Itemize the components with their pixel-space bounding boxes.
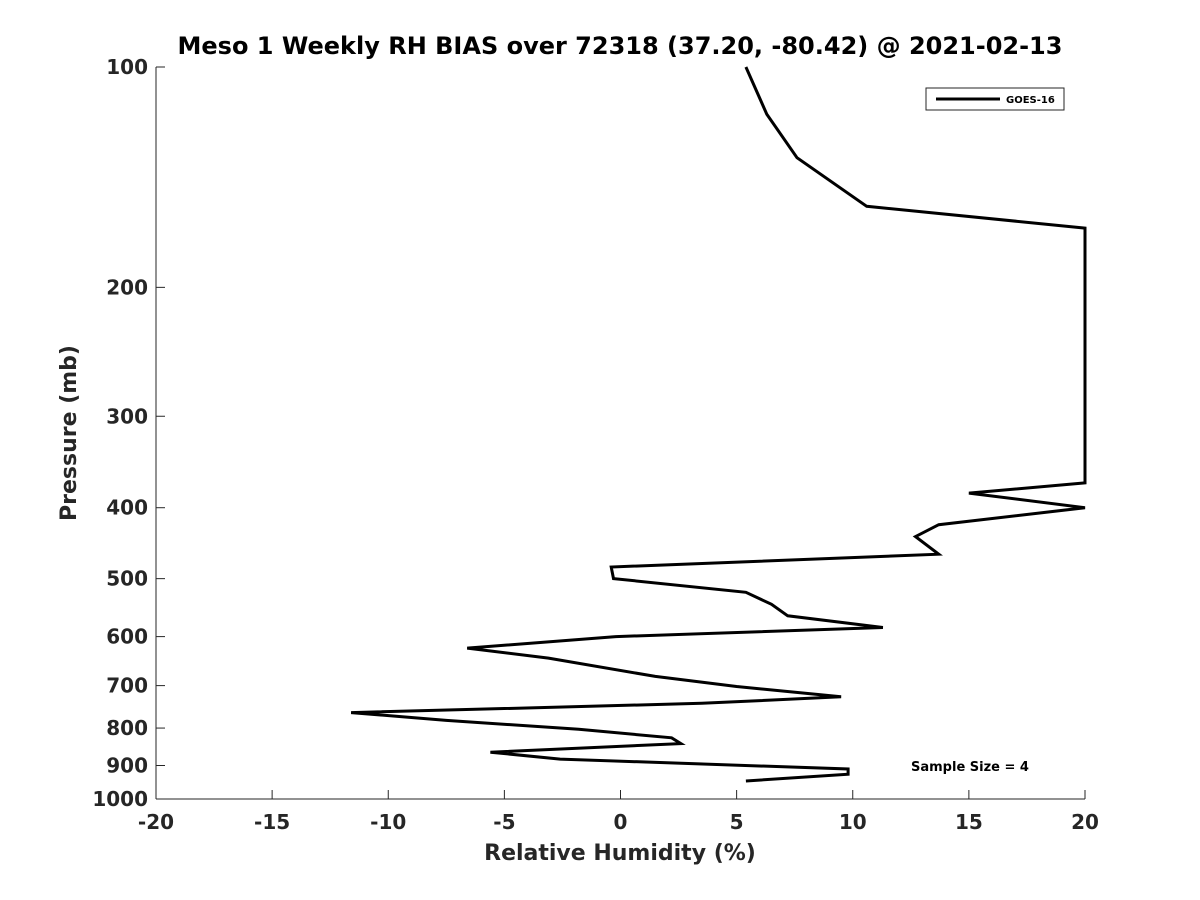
chart-title: Meso 1 Weekly RH BIAS over 72318 (37.20,…: [178, 32, 1063, 60]
y-tick-label: 800: [106, 716, 148, 740]
legend-label-goes-16: GOES-16: [1006, 95, 1055, 106]
y-tick-label: 700: [106, 674, 148, 698]
y-tick-label: 500: [106, 567, 148, 591]
y-axis-title: Pressure (mb): [57, 345, 82, 521]
y-tick-label: 100: [106, 55, 148, 79]
x-tick-label: -20: [138, 810, 174, 834]
x-tick-label: 20: [1071, 810, 1099, 834]
y-tick-label: 600: [106, 625, 148, 649]
series-layer: [350, 66, 1087, 783]
y-tick-label: 900: [106, 754, 148, 778]
x-axis-title: Relative Humidity (%): [484, 841, 756, 866]
y-tick-label: 300: [106, 404, 148, 428]
annotations: Sample Size = 4: [911, 760, 1029, 775]
x-tick-label: 5: [730, 810, 744, 834]
x-tick-label: -5: [493, 810, 515, 834]
axes: -20 -15 -10 -5 0 5 10 15 20 100 200 300 400 500 600 700…: [92, 55, 1099, 834]
series-line-goes-16: [350, 66, 1087, 783]
y-tick-label: 400: [106, 496, 148, 520]
plot-area: [156, 67, 1085, 799]
sample-size-annotation: Sample Size = 4: [911, 760, 1029, 775]
x-tick-label: 0: [614, 810, 628, 834]
x-tick-label: -15: [254, 810, 290, 834]
y-tick-label: 200: [106, 275, 148, 299]
y-tick-label: 1000: [92, 787, 148, 811]
x-tick-label: 15: [955, 810, 983, 834]
x-tick-label: 10: [839, 810, 867, 834]
legend: GOES-16: [925, 87, 1065, 111]
x-tick-label: -10: [370, 810, 406, 834]
